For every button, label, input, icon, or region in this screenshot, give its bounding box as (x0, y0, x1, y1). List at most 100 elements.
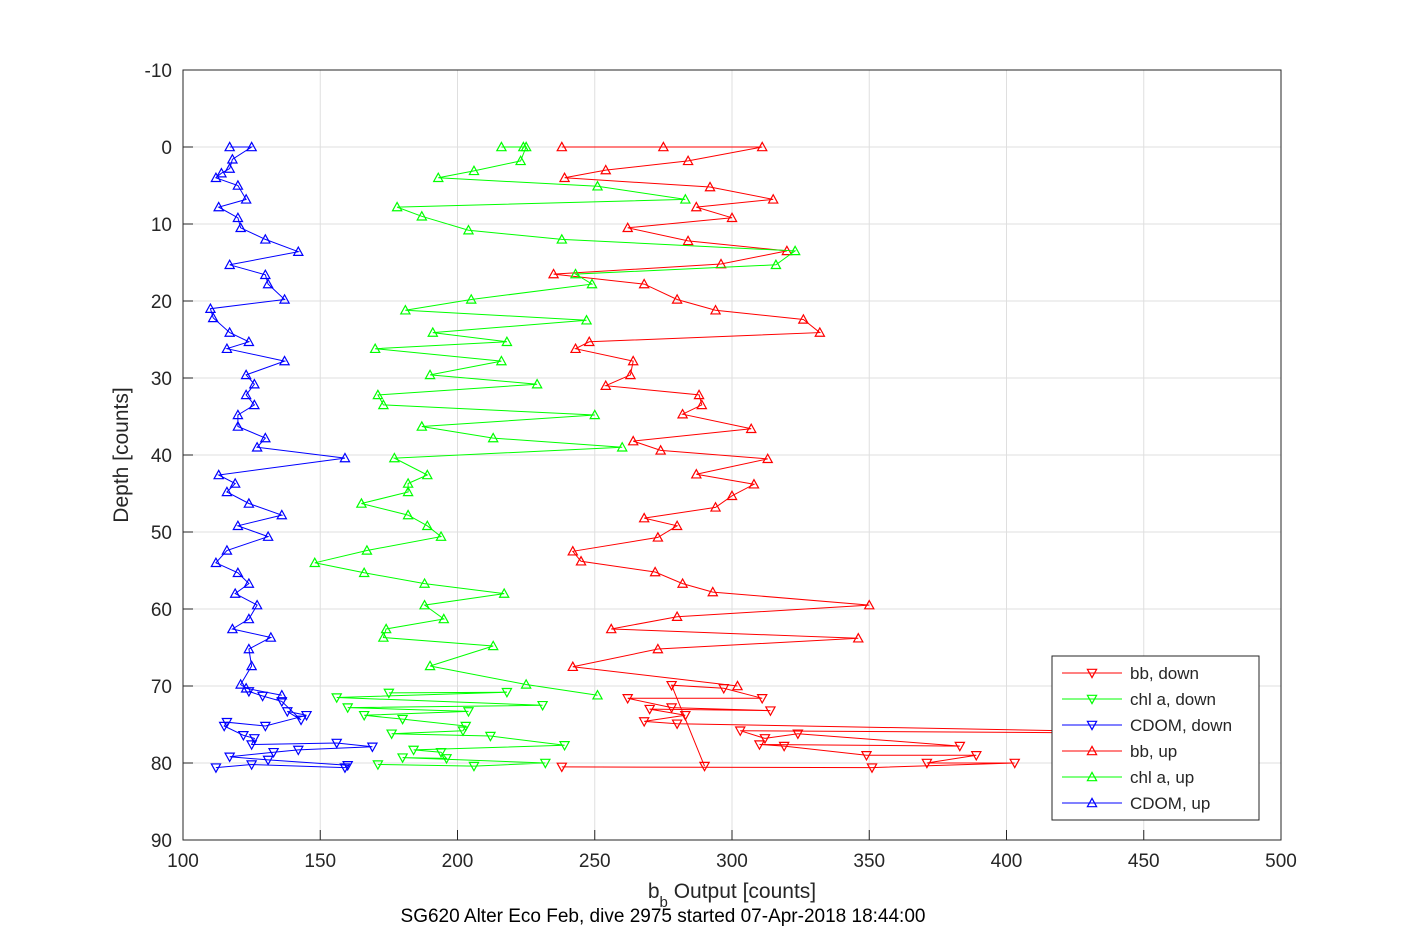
data-point (243, 577, 255, 588)
data-point (709, 501, 722, 512)
data-point (221, 342, 233, 354)
data-point (246, 660, 258, 671)
legend-marker (1086, 720, 1098, 731)
data-point (243, 613, 255, 624)
data-point (259, 432, 271, 443)
data-point (575, 555, 587, 566)
data-point (460, 721, 472, 732)
series-line (553, 146, 870, 687)
x-tick-label: 350 (853, 851, 885, 872)
series-layer (204, 141, 1232, 774)
data-point (698, 761, 711, 772)
data-point (457, 726, 469, 737)
legend-marker (1086, 668, 1098, 679)
data-point (383, 688, 395, 699)
data-point (591, 689, 604, 700)
data-point (676, 408, 689, 419)
data-point (361, 544, 373, 555)
data-point (580, 314, 593, 325)
data-point (468, 761, 480, 772)
data-point (726, 212, 738, 223)
data-point (465, 293, 477, 304)
data-point (246, 740, 258, 751)
data-point (232, 212, 244, 223)
y-tick-label: 30 (151, 369, 172, 390)
data-point (638, 717, 650, 728)
data-point (438, 613, 450, 624)
data-point (627, 355, 639, 366)
data-point (248, 734, 260, 745)
x-tick-label: 500 (1265, 851, 1297, 872)
data-point (501, 687, 513, 698)
data-point (240, 193, 252, 204)
data-point (622, 694, 634, 705)
data-point (292, 245, 304, 256)
y-tick-label: 10 (151, 215, 172, 236)
data-point (262, 530, 274, 541)
data-point (624, 369, 637, 380)
data-point (671, 610, 683, 621)
data-point (616, 441, 628, 452)
data-point (567, 545, 579, 556)
data-point (259, 268, 271, 280)
data-point (262, 278, 274, 289)
data-point (248, 378, 260, 389)
series-bb-up (547, 141, 875, 691)
data-point (372, 389, 384, 400)
data-point (556, 233, 568, 244)
x-tick-label: 150 (304, 851, 336, 872)
data-point (377, 399, 390, 410)
data-point (679, 193, 691, 204)
data-point (224, 162, 236, 173)
legend: bb, down chl a, down CDOM, down bb, up chl a… (1051, 655, 1260, 821)
data-point (558, 741, 571, 752)
data-point (281, 707, 293, 718)
legend-marker (1086, 694, 1098, 705)
data-point (416, 420, 428, 431)
data-point (380, 623, 392, 634)
data-point (276, 509, 288, 520)
data-point (536, 700, 549, 712)
data-point (243, 497, 255, 508)
data-point (207, 312, 219, 323)
data-point (756, 694, 768, 705)
data-point (232, 566, 244, 578)
data-point (232, 179, 244, 190)
data-point (690, 468, 702, 479)
data-point (682, 155, 694, 166)
legend-label: CDOM, down (1130, 716, 1232, 735)
data-point (369, 342, 381, 354)
data-point (498, 587, 510, 598)
data-point (418, 577, 431, 588)
data-point (970, 751, 982, 762)
data-point (539, 758, 551, 769)
data-point (586, 278, 598, 289)
data-point (210, 171, 222, 183)
data-point (232, 420, 244, 431)
data-point (515, 155, 527, 166)
data-point (309, 556, 321, 568)
data-point (256, 691, 269, 702)
data-point (622, 222, 634, 233)
data-point (262, 755, 274, 766)
data-point (243, 643, 255, 654)
data-point (462, 224, 475, 235)
data-point (748, 478, 760, 489)
data-point (638, 278, 650, 289)
y-tick-label: -10 (145, 61, 172, 82)
y-tick-label: 70 (151, 677, 172, 698)
data-point (665, 680, 678, 692)
data-point (251, 441, 263, 452)
series-line (209, 146, 346, 696)
data-point (215, 167, 228, 178)
x-tick-label: 450 (1128, 851, 1160, 872)
data-point (693, 389, 705, 400)
data-point (696, 399, 708, 410)
chart-caption: SG620 Alter Eco Feb, dive 2975 started 0… (401, 906, 926, 927)
data-point (248, 399, 260, 410)
data-point (638, 512, 650, 523)
data-point (745, 422, 757, 434)
series-chl-a-up (309, 141, 801, 700)
data-point (1009, 758, 1021, 769)
data-point (229, 587, 241, 598)
